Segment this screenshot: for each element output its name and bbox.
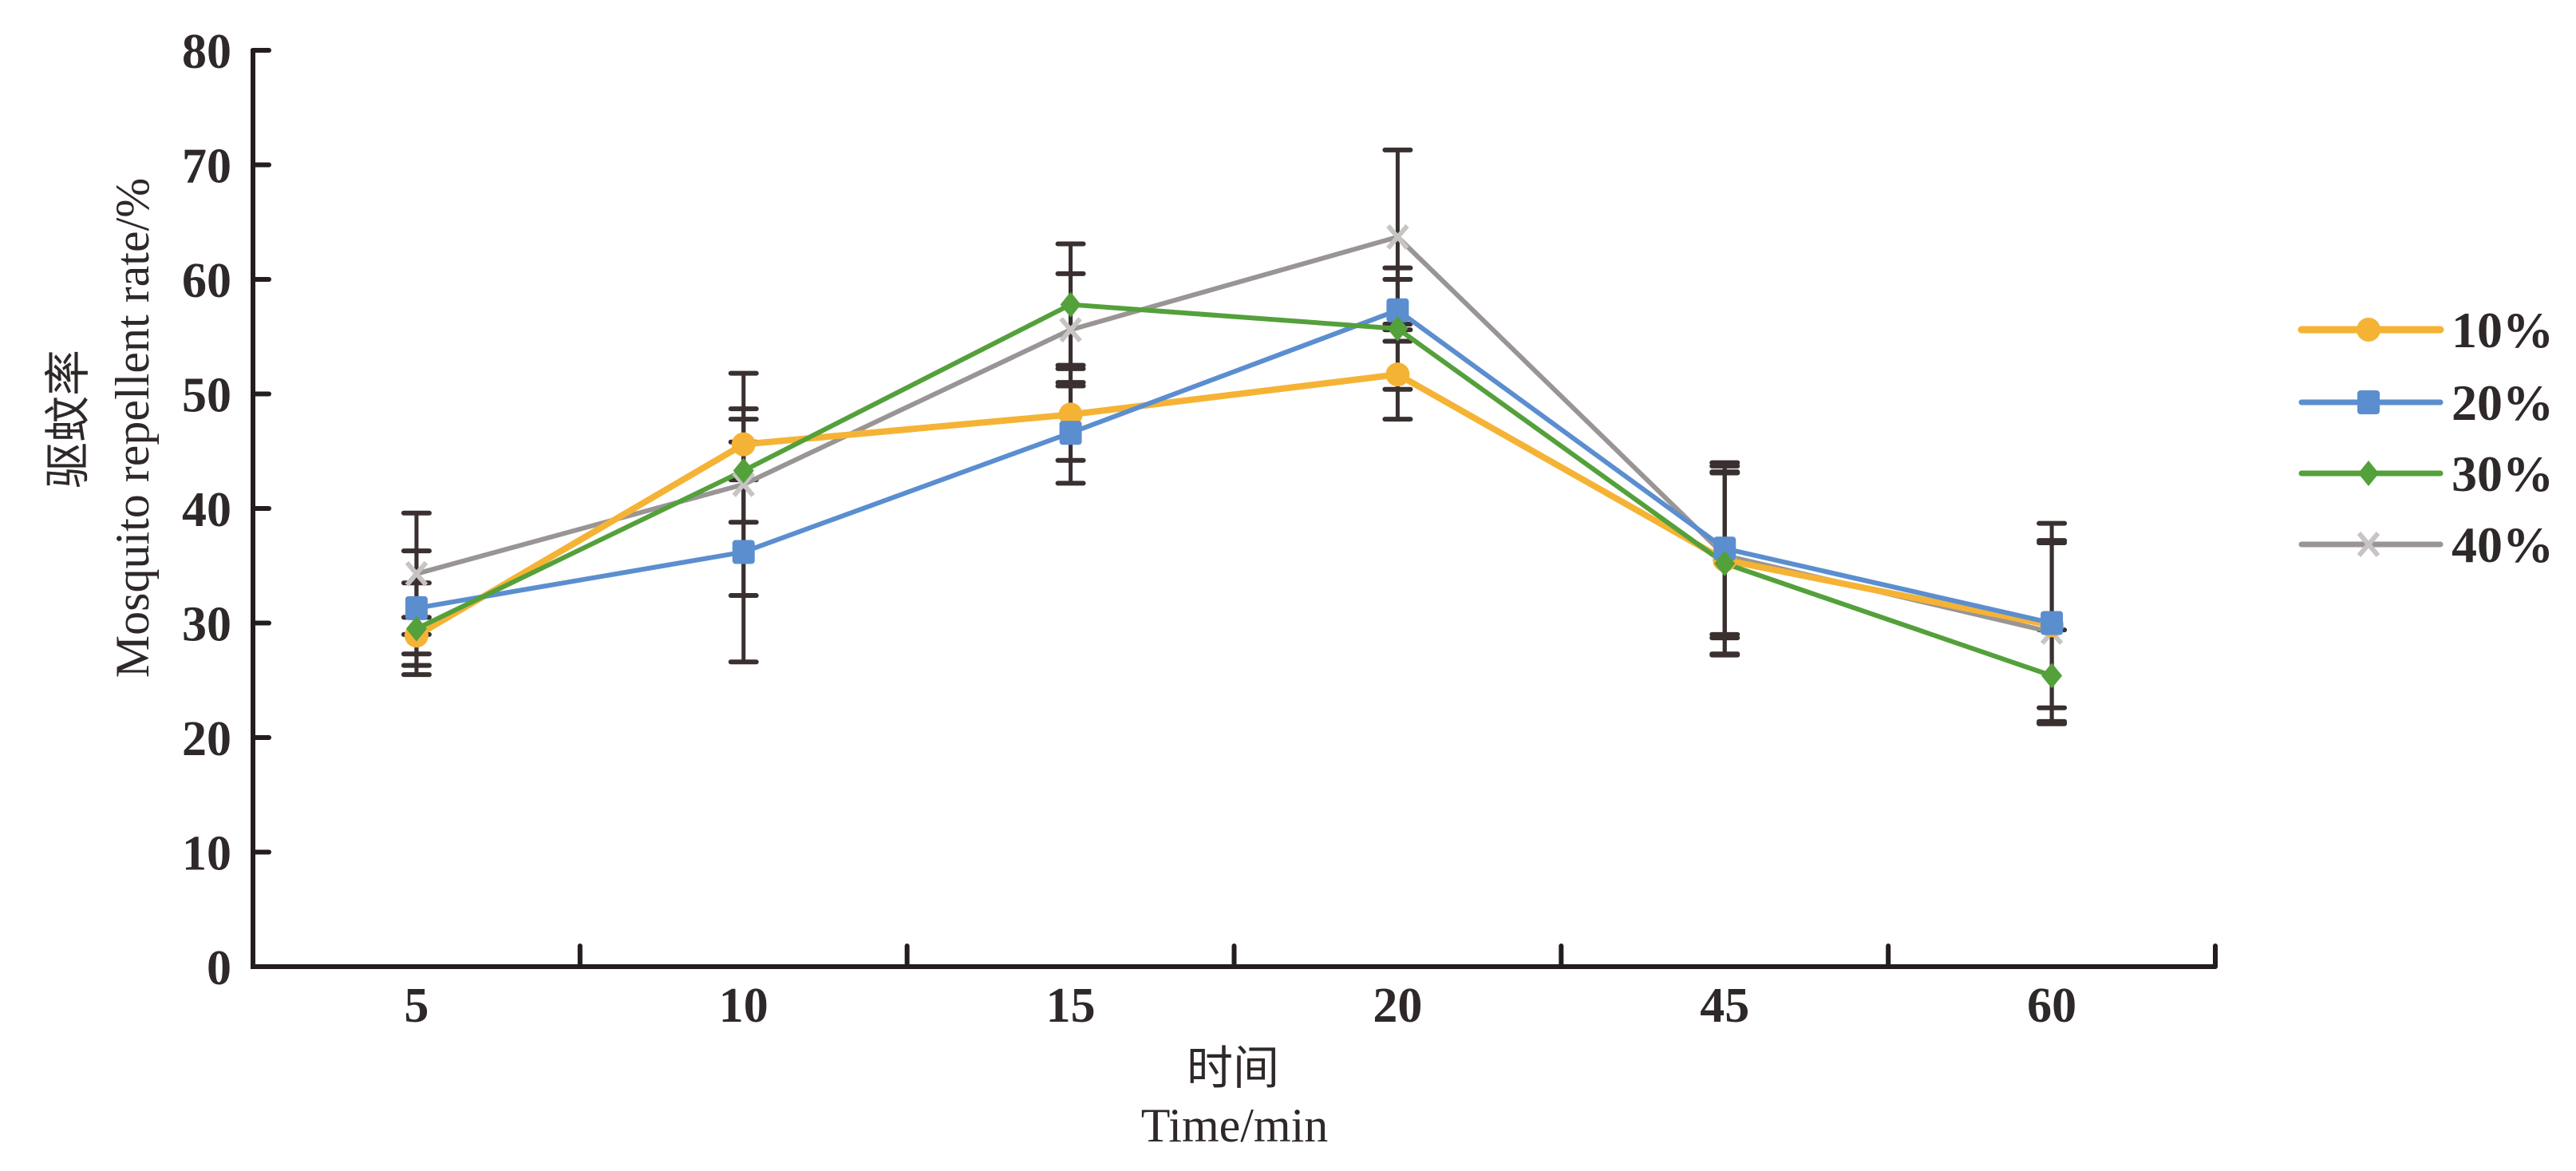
x-ticks: 5 10 15 20 45 60 bbox=[404, 944, 2218, 1033]
x-marker-stroke bbox=[1059, 317, 1082, 343]
x-marker-stroke bbox=[732, 471, 756, 497]
x-axis-title-cn: 时间 bbox=[1187, 1041, 1279, 1095]
data-point-30pct bbox=[1387, 315, 1409, 342]
y-tick-label: 60 bbox=[182, 254, 231, 308]
legend-label: 30% bbox=[2452, 445, 2554, 502]
series-line-40pct bbox=[416, 234, 2053, 635]
series-line-20pct bbox=[416, 307, 2053, 626]
legend-label: 20% bbox=[2452, 374, 2554, 431]
x-marker-stroke bbox=[405, 560, 429, 587]
data-point-10pct bbox=[1385, 362, 1410, 387]
legend-label: 10% bbox=[2452, 302, 2554, 358]
y-ticks: 0 10 20 30 40 50 60 70 80 bbox=[182, 25, 271, 995]
legend-marker-square bbox=[2357, 390, 2380, 414]
x-tick-label: 15 bbox=[1046, 979, 1096, 1033]
y-tick-label: 50 bbox=[182, 369, 231, 423]
y-tick-label: 0 bbox=[207, 941, 231, 995]
legend: 10% 20% 30% 40% bbox=[2297, 302, 2554, 573]
legend-item: 20% bbox=[2298, 374, 2554, 431]
legend-marker-diamond bbox=[2358, 461, 2379, 486]
data-point-20pct bbox=[2041, 611, 2064, 635]
legend-item: 40% bbox=[2298, 516, 2554, 573]
data-point-40pct bbox=[1386, 224, 1409, 250]
x-tick-label: 60 bbox=[2027, 979, 2076, 1033]
x-axis-title-en: Time/min bbox=[1141, 1099, 1329, 1152]
y-axis-title: 驱蚊率 Mosquito repellent rate/% bbox=[41, 178, 159, 678]
axes bbox=[251, 49, 2215, 969]
data-point-30pct bbox=[733, 457, 754, 484]
series-lines bbox=[414, 234, 2053, 678]
x-tick-label: 20 bbox=[1373, 979, 1422, 1033]
x-tick-label: 5 bbox=[404, 979, 429, 1033]
y-tick-label: 10 bbox=[182, 827, 231, 881]
legend-marker-x bbox=[2357, 532, 2380, 557]
x-tick-label: 10 bbox=[719, 979, 768, 1033]
y-tick-label: 70 bbox=[182, 140, 231, 194]
data-point-30pct bbox=[405, 615, 427, 642]
data-point-20pct bbox=[405, 595, 428, 620]
legend-marker-circle bbox=[2357, 318, 2380, 342]
x-axis-title: 时间 Time/min bbox=[1141, 1041, 1329, 1152]
y-tick-label: 20 bbox=[182, 712, 231, 766]
data-point-30pct bbox=[1714, 550, 1736, 576]
data-point-20pct bbox=[1386, 298, 1409, 322]
series-line-30pct bbox=[415, 302, 2053, 678]
legend-label: 40% bbox=[2452, 516, 2554, 573]
data-point-30pct bbox=[2041, 663, 2063, 689]
data-point-40pct bbox=[405, 560, 429, 587]
legend-item: 30% bbox=[2298, 445, 2554, 502]
data-point-20pct bbox=[1059, 421, 1082, 445]
x-marker-stroke bbox=[2357, 532, 2380, 557]
series-line-10pct bbox=[414, 371, 2053, 639]
y-axis-title-cn: 驱蚊率 bbox=[41, 350, 95, 489]
y-axis-title-en: Mosquito repellent rate/% bbox=[106, 178, 159, 678]
y-tick-label: 40 bbox=[182, 483, 231, 537]
data-point-40pct bbox=[1059, 317, 1082, 343]
data-point-10pct bbox=[731, 432, 756, 457]
data-point-20pct bbox=[1713, 536, 1736, 561]
data-point-40pct bbox=[732, 471, 756, 497]
data-point-10pct bbox=[1058, 402, 1083, 427]
y-tick-label: 80 bbox=[182, 25, 231, 79]
error-bars bbox=[401, 147, 2068, 726]
markers bbox=[404, 224, 2064, 689]
data-point-20pct bbox=[732, 540, 755, 564]
x-marker-stroke bbox=[1386, 224, 1409, 250]
x-tick-label: 45 bbox=[1700, 979, 1749, 1033]
legend-item: 10% bbox=[2297, 302, 2554, 358]
y-tick-label: 30 bbox=[182, 598, 231, 652]
data-point-30pct bbox=[1060, 291, 1081, 318]
